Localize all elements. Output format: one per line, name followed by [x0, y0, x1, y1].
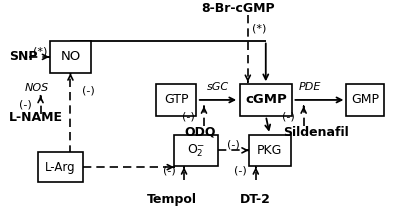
- Text: Tempol: Tempol: [147, 193, 197, 206]
- FancyBboxPatch shape: [38, 153, 84, 182]
- FancyBboxPatch shape: [174, 135, 218, 166]
- Text: (-): (-): [82, 85, 95, 95]
- Text: (-): (-): [227, 139, 240, 149]
- FancyBboxPatch shape: [50, 41, 91, 73]
- Text: PDE: PDE: [298, 82, 321, 92]
- Text: (-): (-): [282, 112, 295, 122]
- FancyBboxPatch shape: [249, 135, 291, 166]
- Text: (*): (*): [32, 47, 47, 57]
- Text: L-NAME: L-NAME: [9, 111, 63, 124]
- Text: NO: NO: [60, 50, 80, 63]
- Text: (-): (-): [162, 165, 175, 175]
- Text: sGC: sGC: [207, 82, 229, 92]
- Text: L-Arg: L-Arg: [45, 161, 76, 174]
- Text: SNP: SNP: [9, 50, 37, 63]
- Text: ODQ: ODQ: [184, 126, 216, 139]
- Text: NOS: NOS: [25, 83, 49, 93]
- Text: cGMP: cGMP: [245, 94, 287, 106]
- Text: 8-Br-cGMP: 8-Br-cGMP: [201, 2, 275, 15]
- Text: GTP: GTP: [164, 94, 188, 106]
- Text: (-): (-): [182, 112, 195, 122]
- Text: Sildenafil: Sildenafil: [283, 126, 348, 139]
- Text: (-): (-): [234, 165, 247, 175]
- FancyBboxPatch shape: [240, 84, 292, 116]
- FancyBboxPatch shape: [346, 84, 384, 116]
- Text: O$_2^{-}$: O$_2^{-}$: [187, 142, 205, 159]
- Text: PKG: PKG: [257, 144, 282, 157]
- Text: (-): (-): [20, 99, 32, 109]
- Text: (*): (*): [252, 23, 266, 33]
- Text: GMP: GMP: [352, 94, 380, 106]
- FancyBboxPatch shape: [156, 84, 196, 116]
- Text: DT-2: DT-2: [240, 193, 271, 206]
